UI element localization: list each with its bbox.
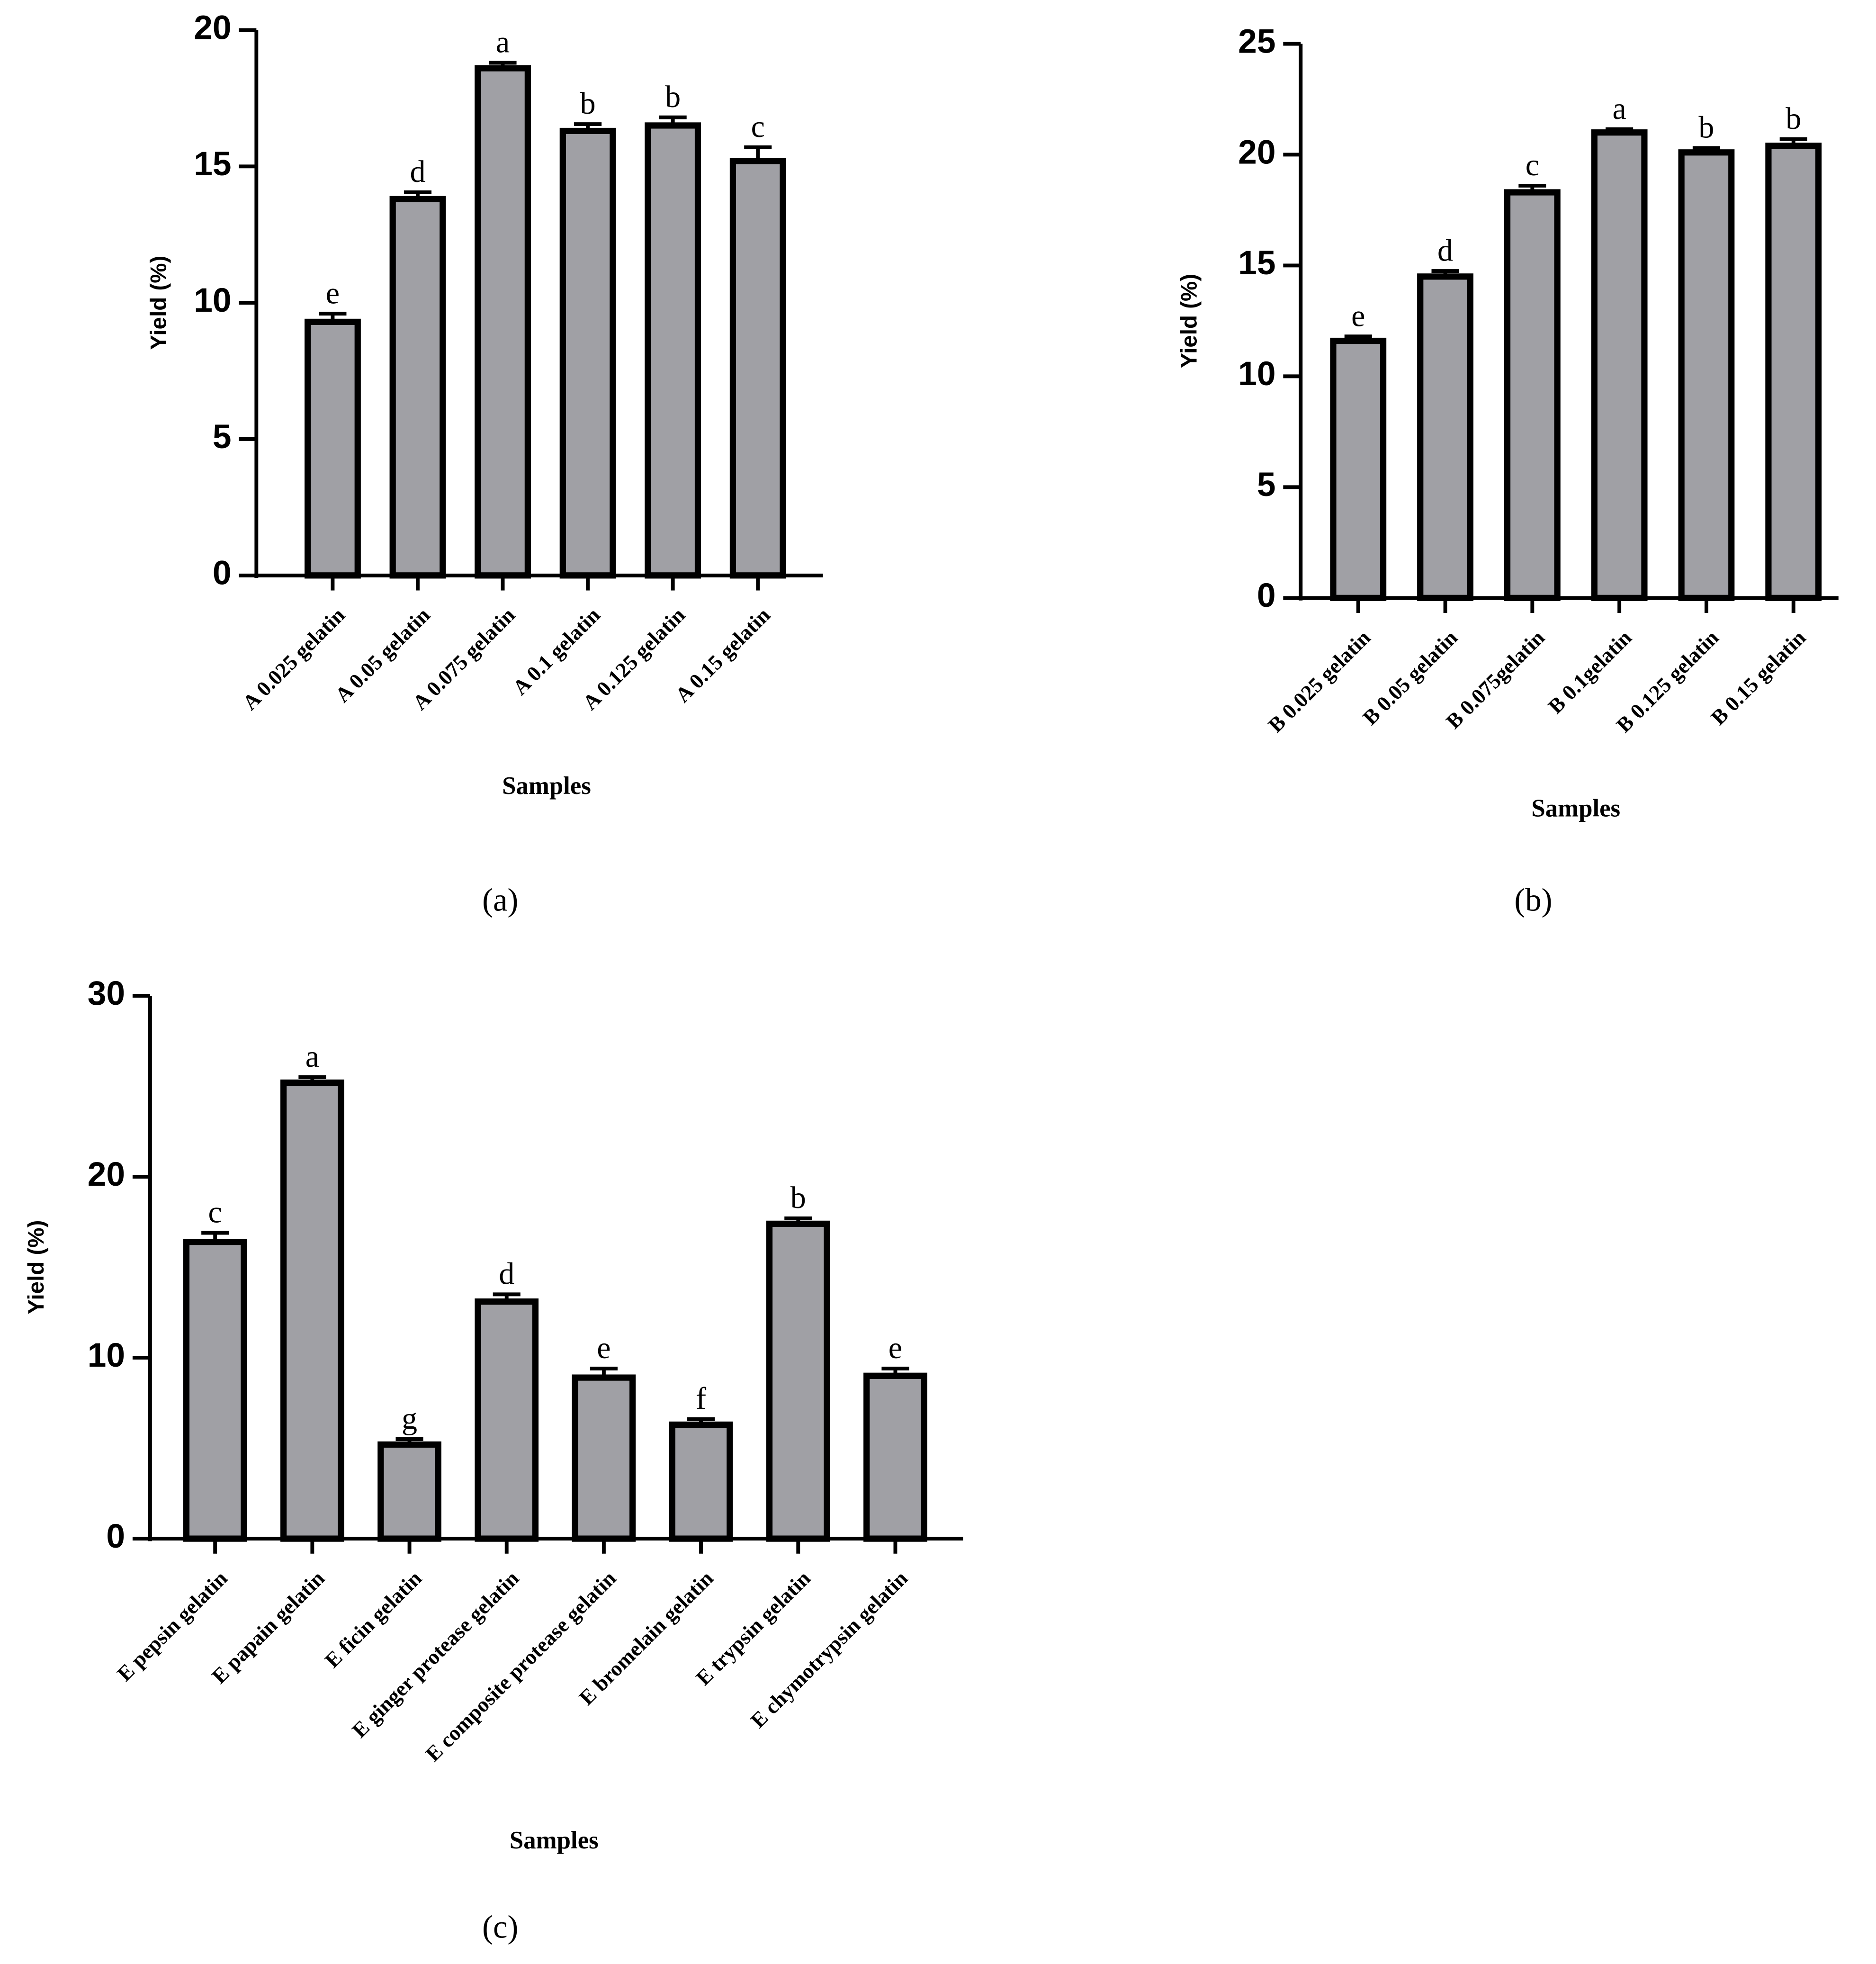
bar [863, 1372, 927, 1542]
bar [183, 1238, 247, 1542]
bar [1330, 337, 1387, 601]
x-tick-label: E composite protease gelatin [421, 1566, 621, 1766]
group-letter: a [305, 1039, 319, 1074]
group-letter: d [410, 154, 425, 189]
group-letter: b [1786, 101, 1801, 136]
x-tick-label: E chymotrypsin gelatin [746, 1566, 912, 1732]
group-letter: b [665, 80, 681, 114]
bar [669, 1421, 733, 1542]
bar [1504, 189, 1561, 601]
group-letter: a [1612, 91, 1626, 126]
group-letter: b [1698, 110, 1714, 145]
y-tick-label: 15 [194, 145, 231, 183]
bar [389, 196, 446, 579]
y-tick-label: 10 [194, 281, 231, 319]
group-letter: b [790, 1180, 806, 1215]
group-letter: c [208, 1195, 222, 1230]
group-letter: g [402, 1401, 417, 1436]
y-tick-label: 0 [106, 1517, 125, 1555]
bar [475, 65, 531, 579]
group-letter: e [597, 1331, 610, 1365]
group-letter: e [326, 276, 340, 310]
group-letter: f [696, 1381, 706, 1416]
y-tick-label: 5 [213, 418, 232, 456]
y-tick-label: 25 [1238, 22, 1275, 60]
y-axis-label: Yield (%) [24, 1220, 49, 1315]
bar [377, 1441, 441, 1542]
y-tick-label: 10 [88, 1336, 125, 1374]
panel-label: (b) [1514, 882, 1552, 918]
x-tick-label: A 0.025 gelatin [238, 603, 349, 714]
x-tick-label: E ficin gelatin [320, 1566, 426, 1672]
bar [280, 1079, 344, 1542]
y-tick-label: 0 [1257, 577, 1276, 614]
y-axis-label: Yield (%) [146, 256, 171, 350]
group-letter: a [496, 25, 510, 60]
y-tick-label: 15 [1238, 244, 1275, 282]
group-letter: c [1526, 148, 1539, 182]
y-tick-label: 30 [88, 974, 125, 1012]
x-tick-label: B 0.025 gelatin [1264, 626, 1375, 737]
bar [729, 158, 786, 579]
bar [1765, 143, 1822, 601]
bar [1591, 129, 1648, 601]
group-letter: b [580, 86, 596, 121]
bar [305, 318, 361, 579]
group-letter: d [499, 1257, 514, 1291]
group-letter: e [1351, 298, 1365, 333]
bar [475, 1298, 539, 1542]
y-tick-label: 20 [1238, 133, 1275, 171]
bar [559, 127, 616, 579]
y-tick-label: 10 [1238, 355, 1275, 393]
group-letter: d [1437, 233, 1453, 268]
y-tick-label: 20 [88, 1155, 125, 1193]
x-axis-label: Samples [1531, 794, 1620, 822]
bar [1678, 149, 1735, 601]
panel-label: (a) [482, 882, 518, 918]
group-letter: e [889, 1331, 902, 1365]
x-axis-label: Samples [502, 772, 591, 800]
bar [766, 1220, 830, 1542]
bar [1417, 273, 1473, 601]
x-tick-label: E ginger protease gelatin [347, 1566, 523, 1742]
y-axis-label: Yield (%) [1176, 274, 1202, 368]
x-tick-label: B 0.1gelatin [1544, 626, 1636, 719]
x-axis-label: Samples [510, 1827, 599, 1854]
y-tick-label: 0 [213, 554, 232, 592]
y-tick-label: 5 [1257, 466, 1276, 504]
bar [645, 122, 701, 579]
bar [572, 1374, 636, 1542]
group-letter: c [751, 109, 765, 144]
panel-label: (c) [482, 1909, 518, 1945]
y-tick-label: 20 [194, 9, 231, 46]
